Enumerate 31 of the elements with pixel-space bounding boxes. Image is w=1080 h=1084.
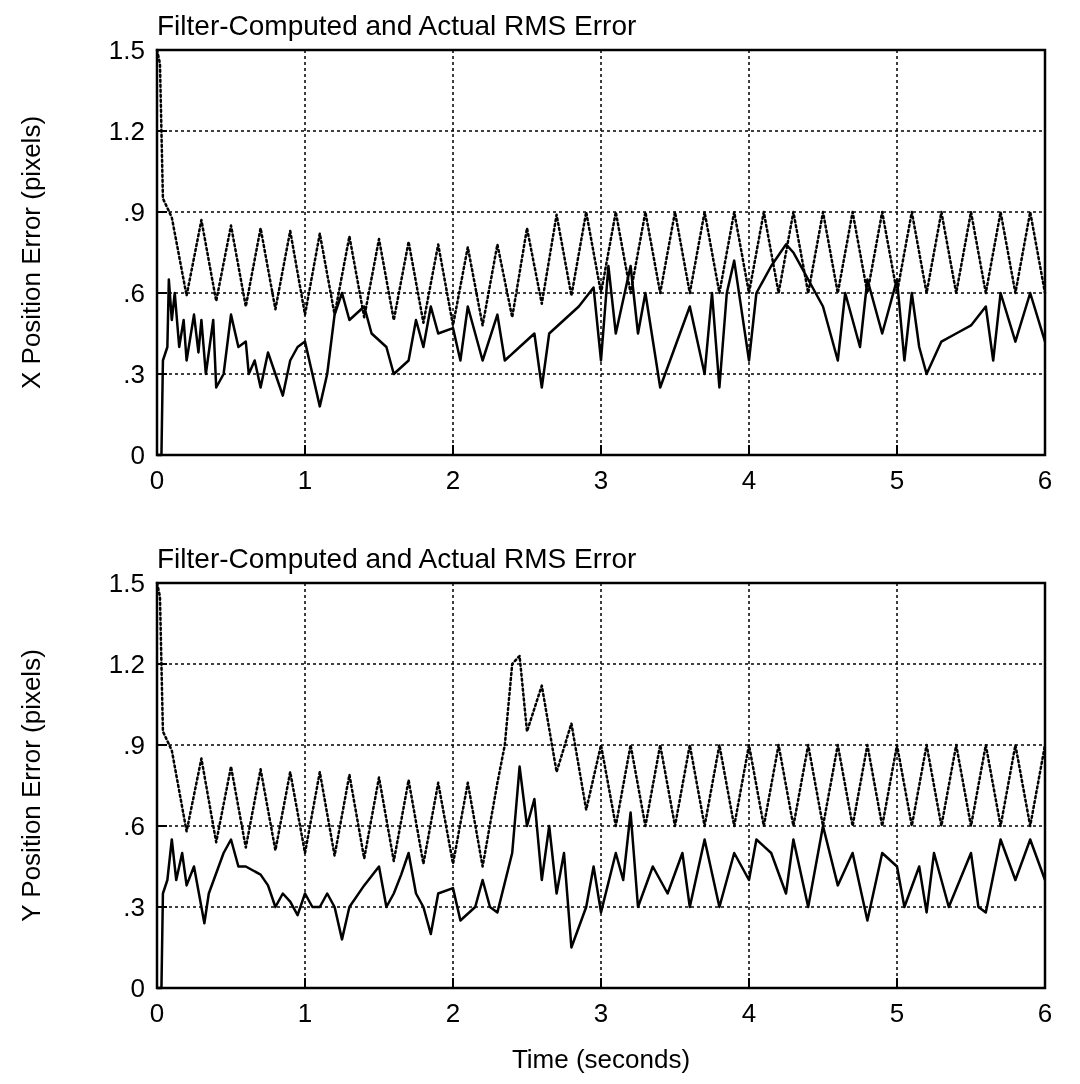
y-axis-title: Y Position Error (pixels): [16, 649, 46, 922]
y-tick-label: 1.5: [108, 35, 145, 66]
y-axis-title: X Position Error (pixels): [16, 115, 46, 390]
y-tick-label: 1.5: [108, 568, 145, 599]
x-tick-label: 5: [889, 998, 905, 1028]
y-tick-label: .9: [123, 730, 145, 761]
x-tick-label: 4: [741, 465, 757, 495]
x-tick-label: 1: [297, 998, 313, 1028]
y-tick-label: .6: [123, 811, 145, 842]
y-tick-label: 0: [130, 973, 145, 1004]
x-tick-label: 2: [445, 465, 461, 495]
y-tick-label: 1.2: [108, 116, 145, 147]
x-tick-label: 4: [741, 998, 757, 1028]
x-tick-label: 2: [445, 998, 461, 1028]
y-tick-label: .3: [123, 359, 145, 390]
x-tick-label: 3: [593, 998, 609, 1028]
x-tick-label: 3: [593, 465, 609, 495]
y-tick-label: 1.2: [108, 649, 145, 680]
chart-title: Filter-Computed and Actual RMS Error: [157, 543, 637, 574]
x-tick-label: 0: [149, 465, 165, 495]
x-tick-label: 6: [1037, 998, 1053, 1028]
y-tick-label: .3: [123, 892, 145, 923]
chart-title: Filter-Computed and Actual RMS Error: [157, 10, 637, 41]
x-axis-title: Time (seconds): [511, 1044, 691, 1074]
x-tick-label: 5: [889, 465, 905, 495]
x-tick-label: 6: [1037, 465, 1053, 495]
y-tick-label: .9: [123, 197, 145, 228]
x-tick-label: 1: [297, 465, 313, 495]
y-tick-label: .6: [123, 278, 145, 309]
x-tick-label: 0: [149, 998, 165, 1028]
y-tick-label: 0: [130, 440, 145, 471]
